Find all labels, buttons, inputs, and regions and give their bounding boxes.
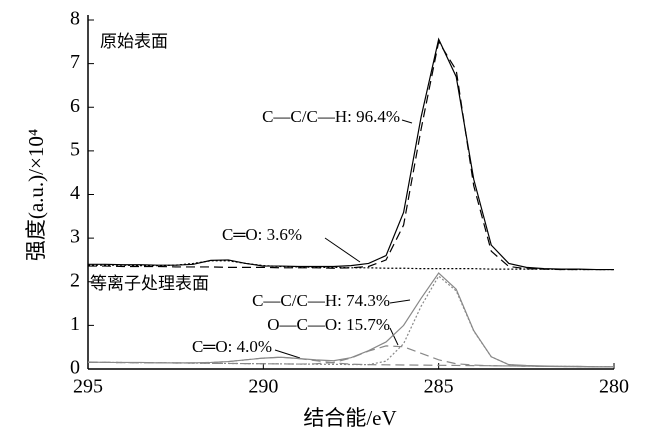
annotation: C═O: 4.0%	[192, 337, 272, 356]
y-tick-label: 7	[70, 51, 80, 73]
annotation: 原始表面	[100, 32, 168, 51]
y-tick-label: 3	[70, 226, 80, 248]
spectrum-line	[87, 345, 614, 368]
y-tick-label: 6	[70, 95, 80, 117]
leader-line	[324, 237, 361, 263]
y-tick-label: 0	[70, 357, 80, 379]
annotation: C═O: 3.6%	[222, 225, 302, 244]
leader-line	[274, 349, 301, 359]
spectrum-line	[88, 40, 614, 271]
leader-line	[389, 299, 411, 304]
y-tick-label: 5	[70, 138, 80, 160]
leader-lines	[274, 119, 413, 359]
annotation: O—C—O: 15.7%	[267, 315, 390, 334]
y-tick-label: 1	[70, 313, 80, 335]
spectrum-line	[88, 37, 614, 271]
x-tick-label: 290	[248, 376, 278, 398]
x-tick-label: 285	[424, 376, 454, 398]
spectrum-line	[87, 356, 614, 368]
annotation: C—C/C—H: 96.4%	[262, 107, 400, 126]
y-axis-label: 强度(a.u.)/×10⁴	[24, 129, 48, 261]
x-tick-label: 295	[73, 376, 103, 398]
x-axis-label: 结合能/eV	[303, 406, 396, 430]
y-tick-label: 2	[70, 269, 80, 291]
leader-line	[401, 119, 413, 124]
y-tick-label: 8	[70, 8, 80, 30]
y-tick-label: 4	[70, 182, 80, 204]
x-tick-label: 280	[599, 376, 629, 398]
annotation: 等离子处理表面	[90, 274, 209, 293]
annotation: C—C/C—H: 74.3%	[252, 291, 390, 310]
leader-line	[389, 327, 399, 346]
